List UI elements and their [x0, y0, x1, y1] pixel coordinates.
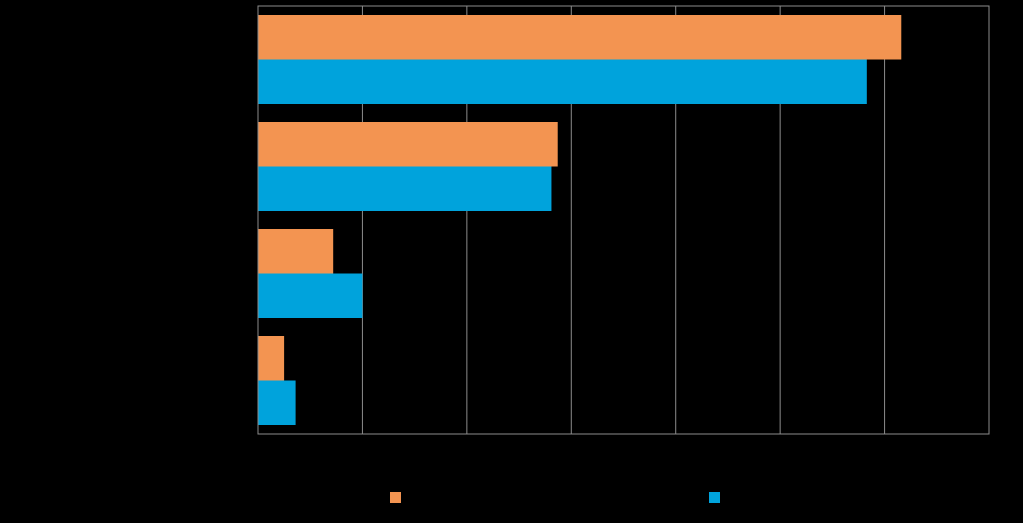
bars [258, 15, 902, 425]
plot-border [257, 5, 990, 435]
bar-series-2-category-3 [258, 273, 363, 318]
legend-item-series-1 [390, 490, 401, 504]
legend-swatch-series-1 [390, 491, 401, 503]
bar-series-1-category-2 [258, 122, 558, 167]
legend-item-series-2 [709, 490, 720, 504]
plot-frame [257, 5, 990, 435]
bar-series-2-category-4 [258, 380, 296, 425]
bar-series-1-category-4 [258, 336, 285, 381]
bar-series-1-category-1 [258, 15, 902, 60]
legend-swatch-series-2 [709, 491, 720, 503]
bar-series-2-category-2 [258, 166, 552, 211]
bar-series-1-category-3 [258, 229, 334, 274]
bar-series-2-category-1 [258, 59, 867, 104]
